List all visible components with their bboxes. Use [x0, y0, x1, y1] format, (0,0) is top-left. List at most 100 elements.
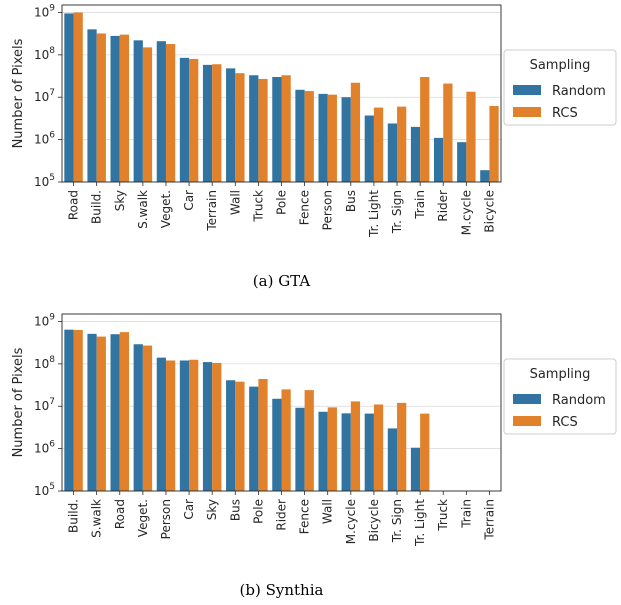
chart-gta: 105 106 107 108 109 Road Build. Sky S.walk Veget.…: [11, 3, 617, 290]
bar-rcs-fence: [304, 91, 314, 182]
legend-title: Sampling: [530, 58, 591, 73]
x-tick-label: S.walk: [136, 190, 150, 229]
x-tick-label: Veget.: [159, 190, 173, 228]
x-tick-label: Terrain: [205, 190, 219, 232]
x-tick-label: Car: [182, 499, 196, 520]
bar-random-tr-light: [410, 447, 421, 491]
bar-rcs-bus: [235, 381, 245, 491]
bar-rcs-tr-light: [420, 413, 430, 491]
bar-random-m-cycle: [457, 142, 467, 182]
bar-rcs-m-cycle: [350, 401, 361, 491]
bar-random-truck: [249, 75, 259, 182]
bar-rcs-tr-light: [373, 107, 384, 182]
x-tick-label: Road: [113, 499, 127, 529]
y-tick-label: 106: [34, 131, 55, 147]
x-tick-label: Person: [321, 190, 335, 230]
bar-rcs-wall: [327, 407, 337, 491]
bar-random-person: [156, 357, 166, 491]
bar-rcs-s-walk: [96, 336, 106, 491]
bar-random-build-: [87, 29, 97, 182]
x-tick-label: Bicycle: [367, 499, 381, 542]
bar-random-train: [410, 126, 421, 182]
legend-title: Sampling: [530, 367, 591, 382]
bar-rcs-veget-: [142, 345, 153, 491]
bar-rcs-sky: [119, 34, 129, 182]
legend-box: [503, 358, 617, 435]
x-tick-label: Fence: [298, 499, 312, 534]
x-tick-label: Road: [67, 190, 81, 220]
bar-random-wall: [226, 68, 236, 182]
bar-random-bicycle: [480, 170, 490, 182]
x-tick-label: Train: [413, 190, 427, 220]
legend-swatch-random: [513, 394, 541, 404]
bar-random-tr-sign: [387, 428, 398, 491]
x-tick-label: Tr. Sign: [390, 499, 404, 543]
bar-rcs-car: [189, 58, 199, 182]
legend-swatch-rcs: [513, 416, 541, 426]
bar-random-fence: [295, 89, 305, 182]
bar-rcs-train: [420, 77, 430, 182]
y-tick-label: 105: [34, 173, 55, 189]
bar-random-rider: [272, 398, 282, 491]
bar-rcs-build-: [73, 329, 83, 491]
bar-rcs-s-walk: [142, 47, 153, 182]
y-axis-label: Number of Pixels: [11, 347, 26, 457]
x-tick-label: M.cycle: [344, 499, 358, 544]
y-tick-label: 107: [34, 88, 55, 104]
bar-random-build-: [64, 329, 74, 491]
bar-random-road: [64, 13, 74, 182]
bar-random-pole: [249, 386, 259, 491]
bar-random-pole: [272, 77, 282, 182]
x-tick-label: Bus: [344, 190, 358, 212]
bar-random-veget-: [133, 344, 143, 491]
bar-rcs-bicycle: [489, 106, 499, 182]
bar-random-person: [318, 93, 328, 182]
x-tick-label: Terrain: [482, 499, 496, 541]
legend-label-random: Random: [552, 84, 606, 99]
bar-random-s-walk: [133, 40, 143, 182]
bar-random-terrain: [202, 64, 213, 182]
y-tick-label: 105: [34, 482, 55, 498]
legend-label-random: Random: [552, 393, 606, 408]
legend-label-rcs: RCS: [552, 415, 578, 430]
x-tick-label: Sky: [113, 190, 127, 211]
bar-random-sky: [202, 362, 213, 491]
bar-random-tr-light: [364, 115, 374, 182]
x-tick-label: Person: [159, 499, 173, 539]
bar-rcs-sky: [212, 362, 222, 491]
x-tick-label: Car: [182, 190, 196, 211]
y-tick-label: 107: [34, 397, 55, 413]
bar-rcs-terrain: [212, 64, 222, 182]
x-tick-label: Bicycle: [482, 190, 496, 233]
bar-rcs-bus: [350, 82, 361, 182]
bar-rcs-tr-sign: [397, 402, 407, 491]
x-tick-label: Tr. Light: [367, 190, 381, 238]
bar-rcs-car: [189, 359, 199, 491]
bar-rcs-rider: [281, 389, 291, 491]
bar-random-bus: [341, 97, 351, 182]
bar-rcs-person: [327, 94, 337, 182]
x-tick-label: Build.: [67, 499, 81, 533]
bar-random-car: [179, 360, 190, 491]
x-tick-label: Tr. Light: [413, 499, 427, 547]
x-tick-label: Build.: [90, 190, 104, 224]
bar-rcs-build-: [96, 33, 106, 182]
x-tick-label: Pole: [251, 499, 265, 524]
x-tick-label: Bus: [228, 499, 242, 521]
x-tick-label: Wall: [321, 499, 335, 524]
bar-random-rider: [433, 137, 444, 182]
bar-random-sky: [110, 35, 120, 183]
bar-rcs-road: [119, 332, 129, 491]
x-tick-label: Tr. Sign: [390, 190, 404, 234]
chart-synthia: 105 106 107 108 109 Build. S.walk Road Veget. Per…: [11, 312, 617, 599]
bar-rcs-rider: [443, 83, 453, 182]
bar-rcs-fence: [304, 390, 314, 491]
bar-rcs-tr-sign: [397, 106, 407, 182]
bar-random-road: [110, 334, 120, 491]
y-axis-label: Number of Pixels: [11, 38, 26, 148]
legend-swatch-random: [513, 85, 541, 95]
bar-rcs-truck: [258, 78, 268, 182]
y-tick-label: 108: [34, 355, 55, 371]
bar-random-s-walk: [87, 333, 97, 491]
y-tick-label: 106: [34, 440, 55, 456]
